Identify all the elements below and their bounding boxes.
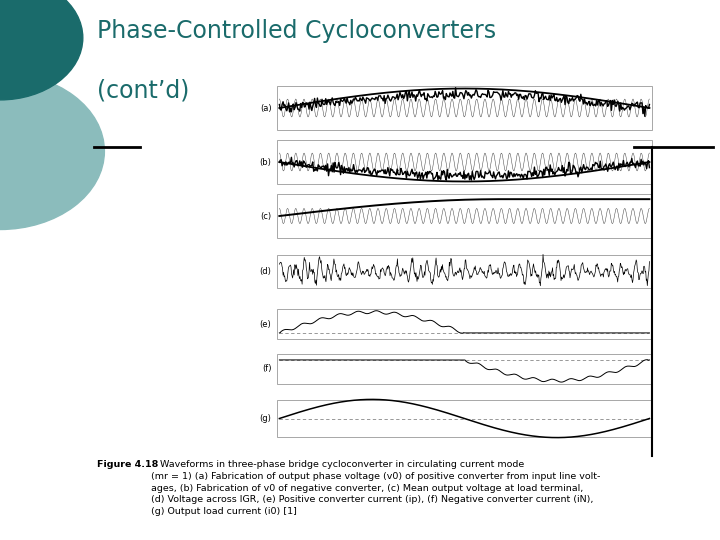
Bar xyxy=(277,194,652,238)
Text: (b): (b) xyxy=(260,158,271,166)
Text: (e): (e) xyxy=(260,320,271,328)
Text: (g): (g) xyxy=(260,414,271,423)
Text: (cont’d): (cont’d) xyxy=(97,78,189,102)
Bar xyxy=(277,140,652,184)
Text: (a): (a) xyxy=(260,104,271,112)
Bar xyxy=(277,255,652,288)
Bar xyxy=(277,86,652,130)
Bar xyxy=(277,309,652,339)
Text: (f): (f) xyxy=(262,364,271,373)
Text: Figure 4.18: Figure 4.18 xyxy=(97,460,158,469)
Text: Phase-Controlled Cycloconverters: Phase-Controlled Cycloconverters xyxy=(97,19,496,43)
Text: (c): (c) xyxy=(261,212,271,220)
Circle shape xyxy=(0,0,83,100)
Circle shape xyxy=(0,73,104,230)
Text: Waveforms in three-phase bridge cycloconverter in circulating current mode
(mr =: Waveforms in three-phase bridge cyclocon… xyxy=(151,460,600,516)
Bar xyxy=(277,354,652,383)
Text: (d): (d) xyxy=(260,267,271,276)
Bar xyxy=(277,400,652,437)
